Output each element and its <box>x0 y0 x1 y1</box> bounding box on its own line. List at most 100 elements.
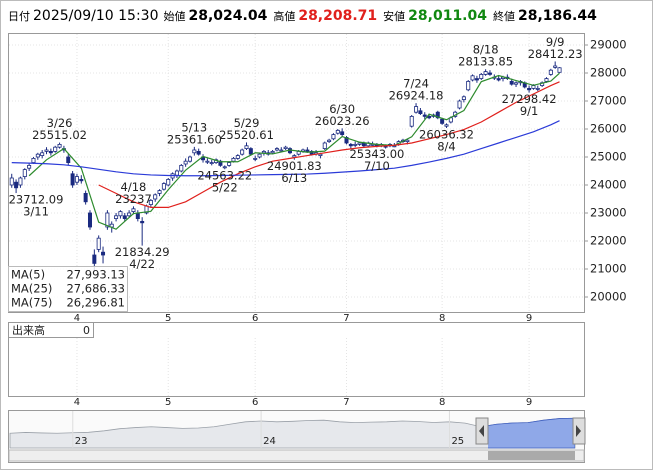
annotation-date: 8/4 <box>437 139 456 153</box>
candle-body <box>44 149 49 152</box>
candle-body <box>231 157 236 162</box>
candle-body <box>192 149 197 154</box>
candle-body <box>457 100 462 109</box>
legend-value: 27,993.13 <box>66 268 125 282</box>
candle-body <box>248 148 253 155</box>
quote-header: 日付 2025/09/10 15:30 始値 28,024.04 高値 28,208.… <box>8 8 603 24</box>
legend-box <box>8 266 128 312</box>
candle-body <box>461 96 466 100</box>
candle-body <box>509 80 514 85</box>
candle-body <box>331 134 336 140</box>
x-tick-label: 7 <box>343 397 349 408</box>
annotation-date: 7/10 <box>364 159 390 173</box>
candle-body <box>53 146 58 152</box>
x-tick-label: 4 <box>74 397 80 408</box>
candle-body <box>74 176 79 183</box>
annotation-date: 8/18 <box>473 43 499 57</box>
candle-body <box>257 153 262 158</box>
y-tick-label: 26000 <box>590 121 627 135</box>
legend-name: MA(5) <box>11 268 45 282</box>
candle-body <box>48 150 53 154</box>
candle-body <box>274 148 279 151</box>
y-tick-label: 28000 <box>590 65 627 79</box>
candle-body <box>305 149 310 152</box>
candle-body <box>140 220 145 224</box>
candle-body <box>531 85 536 89</box>
x-tick-label: 5 <box>165 397 171 408</box>
scrollbar-track[interactable] <box>8 449 585 462</box>
candle-body <box>235 155 240 159</box>
candle-body <box>557 67 562 73</box>
annotation-date: 3/26 <box>47 116 73 130</box>
quote-value: 28,024.04 <box>188 8 268 24</box>
x-tick-label: 8 <box>439 313 445 324</box>
candle-body <box>153 194 158 200</box>
annotation-date: 5/22 <box>212 181 238 195</box>
candle-body <box>444 124 449 127</box>
navigator-selected-area <box>488 417 575 449</box>
candle-body <box>196 150 201 155</box>
candle-body <box>9 177 14 186</box>
volume-label-box <box>8 322 94 338</box>
candle-body <box>22 169 27 177</box>
quote-name: 高値 <box>273 10 296 23</box>
candle-body <box>209 162 214 164</box>
candle-body <box>187 156 192 162</box>
candle-body <box>353 143 358 146</box>
navigator-tick-label: 24 <box>263 436 276 447</box>
quote-value: 28,208.71 <box>298 8 378 24</box>
candle-body <box>87 212 92 228</box>
candle-body <box>496 78 501 81</box>
annotation-value: 25520.61 <box>219 128 274 142</box>
y-tick-label: 23000 <box>590 205 627 219</box>
annotation-value: 23712.09 <box>9 193 64 207</box>
annotation-value: 25515.02 <box>32 128 87 142</box>
candle-body <box>357 142 362 145</box>
quote-value: 28,011.04 <box>408 8 487 24</box>
x-tick-label: 6 <box>252 397 258 408</box>
handle-arrow <box>576 425 581 437</box>
candle-body <box>148 199 153 205</box>
candle-body <box>105 212 110 228</box>
candle-body <box>418 110 423 114</box>
candle-body <box>479 73 484 79</box>
y-tick-label: 25000 <box>590 149 627 163</box>
annotation-date: 6/13 <box>281 171 307 185</box>
candle-body <box>40 152 45 156</box>
annotation-value: 26036.32 <box>419 127 474 141</box>
annotation-date: 4/18 <box>121 180 147 194</box>
candle-body <box>283 146 288 149</box>
candle-body <box>166 178 171 186</box>
annotation-date: 5/29 <box>234 116 260 130</box>
x-tick-label: 5 <box>165 313 171 324</box>
annotation-date: 5/13 <box>181 120 207 134</box>
candle-body <box>83 192 88 203</box>
scrollbar-thumb[interactable] <box>488 451 575 460</box>
candle-body <box>422 114 427 117</box>
candle-body <box>14 181 19 189</box>
candle-body <box>544 78 549 82</box>
annotation-value: 28133.85 <box>458 55 513 69</box>
ma-line <box>11 120 560 177</box>
annotation-value: 24901.83 <box>267 159 322 173</box>
candle-body <box>474 78 479 81</box>
annotation-value: 26023.26 <box>315 114 370 128</box>
candle-body <box>427 115 432 119</box>
candle-body <box>31 157 36 163</box>
legend-name: MA(75) <box>11 296 52 310</box>
ma-line <box>28 72 560 230</box>
candle-body <box>118 211 123 217</box>
candle-body <box>18 177 23 186</box>
candle-body <box>553 65 558 68</box>
candle-body <box>348 143 353 147</box>
y-tick-label: 21000 <box>590 261 627 275</box>
candle-body <box>483 71 488 75</box>
annotation-value: 24563.22 <box>197 169 252 183</box>
y-tick-label: 22000 <box>590 233 627 247</box>
x-tick-label: 9 <box>526 313 532 324</box>
candle-body <box>322 142 327 149</box>
x-tick-label: 7 <box>343 313 349 324</box>
candle-body <box>270 150 275 154</box>
candle-body <box>405 139 410 142</box>
